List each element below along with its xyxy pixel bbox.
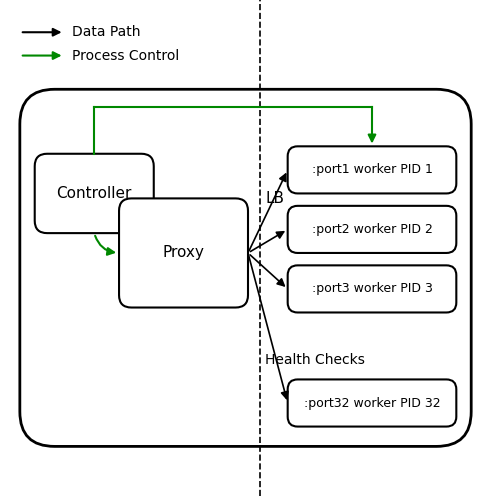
Text: Controller: Controller: [57, 186, 132, 201]
FancyBboxPatch shape: [20, 89, 471, 446]
FancyBboxPatch shape: [35, 154, 154, 233]
Text: :port1 worker PID 1: :port1 worker PID 1: [311, 163, 433, 177]
Text: :port32 worker PID 32: :port32 worker PID 32: [304, 396, 440, 410]
Text: Proxy: Proxy: [163, 246, 204, 260]
Text: LB: LB: [265, 191, 284, 206]
Text: :port3 worker PID 3: :port3 worker PID 3: [311, 282, 433, 296]
FancyBboxPatch shape: [288, 206, 456, 253]
FancyBboxPatch shape: [288, 146, 456, 193]
FancyBboxPatch shape: [119, 198, 248, 308]
Text: Health Checks: Health Checks: [265, 353, 365, 367]
FancyBboxPatch shape: [288, 265, 456, 312]
Text: Data Path: Data Path: [72, 25, 140, 39]
FancyBboxPatch shape: [288, 379, 456, 427]
Text: :port2 worker PID 2: :port2 worker PID 2: [311, 223, 433, 236]
Text: Process Control: Process Control: [72, 49, 179, 62]
